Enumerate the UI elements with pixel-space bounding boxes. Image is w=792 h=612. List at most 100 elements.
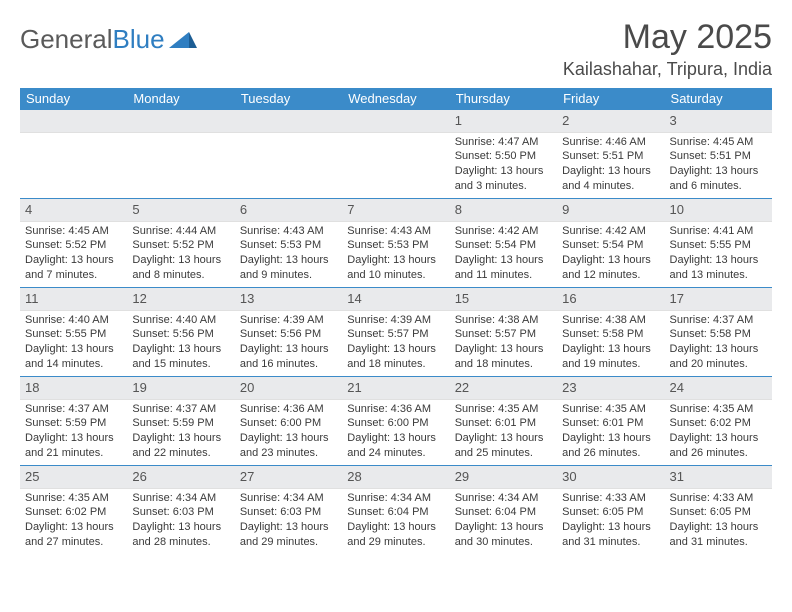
sunrise-text: Sunrise: 4:38 AM xyxy=(562,313,659,328)
calendar-day: 10Sunrise: 4:41 AMSunset: 5:55 PMDayligh… xyxy=(665,199,772,287)
sunset-text: Sunset: 5:52 PM xyxy=(25,238,122,253)
day-body: Sunrise: 4:43 AMSunset: 5:53 PMDaylight:… xyxy=(235,222,342,287)
day-number: 14 xyxy=(342,288,449,311)
day-number: 28 xyxy=(342,466,449,489)
calendar-day: 31Sunrise: 4:33 AMSunset: 6:05 PMDayligh… xyxy=(665,466,772,554)
sunset-text: Sunset: 5:58 PM xyxy=(670,327,767,342)
day-body: Sunrise: 4:33 AMSunset: 6:05 PMDaylight:… xyxy=(665,489,772,554)
daylight-text: Daylight: 13 hours and 15 minutes. xyxy=(132,342,229,372)
calendar-day xyxy=(342,110,449,198)
day-body: Sunrise: 4:41 AMSunset: 5:55 PMDaylight:… xyxy=(665,222,772,287)
sunrise-text: Sunrise: 4:34 AM xyxy=(347,491,444,506)
day-body: Sunrise: 4:42 AMSunset: 5:54 PMDaylight:… xyxy=(557,222,664,287)
daylight-text: Daylight: 13 hours and 14 minutes. xyxy=(25,342,122,372)
sunrise-text: Sunrise: 4:39 AM xyxy=(240,313,337,328)
day-number: 17 xyxy=(665,288,772,311)
day-body: Sunrise: 4:40 AMSunset: 5:55 PMDaylight:… xyxy=(20,311,127,376)
calendar-day: 7Sunrise: 4:43 AMSunset: 5:53 PMDaylight… xyxy=(342,199,449,287)
sunset-text: Sunset: 6:00 PM xyxy=(347,416,444,431)
calendar-day xyxy=(20,110,127,198)
daylight-text: Daylight: 13 hours and 23 minutes. xyxy=(240,431,337,461)
day-number: 22 xyxy=(450,377,557,400)
sunrise-text: Sunrise: 4:34 AM xyxy=(240,491,337,506)
day-number: 18 xyxy=(20,377,127,400)
weekday-header: Thursday xyxy=(450,88,557,109)
day-body: Sunrise: 4:34 AMSunset: 6:03 PMDaylight:… xyxy=(127,489,234,554)
day-number xyxy=(20,110,127,133)
calendar-day: 6Sunrise: 4:43 AMSunset: 5:53 PMDaylight… xyxy=(235,199,342,287)
sunrise-text: Sunrise: 4:40 AM xyxy=(132,313,229,328)
daylight-text: Daylight: 13 hours and 3 minutes. xyxy=(455,164,552,194)
sunset-text: Sunset: 5:56 PM xyxy=(240,327,337,342)
sunrise-text: Sunrise: 4:40 AM xyxy=(25,313,122,328)
sunrise-text: Sunrise: 4:35 AM xyxy=(670,402,767,417)
sunrise-text: Sunrise: 4:37 AM xyxy=(670,313,767,328)
day-number: 9 xyxy=(557,199,664,222)
daylight-text: Daylight: 13 hours and 18 minutes. xyxy=(455,342,552,372)
day-body: Sunrise: 4:38 AMSunset: 5:57 PMDaylight:… xyxy=(450,311,557,376)
sunrise-text: Sunrise: 4:35 AM xyxy=(562,402,659,417)
calendar-day: 30Sunrise: 4:33 AMSunset: 6:05 PMDayligh… xyxy=(557,466,664,554)
daylight-text: Daylight: 13 hours and 25 minutes. xyxy=(455,431,552,461)
logo-text-1: General xyxy=(20,24,113,55)
calendar-day: 8Sunrise: 4:42 AMSunset: 5:54 PMDaylight… xyxy=(450,199,557,287)
daylight-text: Daylight: 13 hours and 13 minutes. xyxy=(670,253,767,283)
sunset-text: Sunset: 6:04 PM xyxy=(455,505,552,520)
daylight-text: Daylight: 13 hours and 6 minutes. xyxy=(670,164,767,194)
calendar-day xyxy=(235,110,342,198)
day-number: 16 xyxy=(557,288,664,311)
sunset-text: Sunset: 5:53 PM xyxy=(240,238,337,253)
daylight-text: Daylight: 13 hours and 31 minutes. xyxy=(670,520,767,550)
sunrise-text: Sunrise: 4:43 AM xyxy=(347,224,444,239)
sunset-text: Sunset: 5:54 PM xyxy=(455,238,552,253)
sunrise-text: Sunrise: 4:45 AM xyxy=(670,135,767,150)
calendar-day: 15Sunrise: 4:38 AMSunset: 5:57 PMDayligh… xyxy=(450,288,557,376)
day-number: 21 xyxy=(342,377,449,400)
weekday-header: Wednesday xyxy=(342,88,449,109)
calendar-day: 5Sunrise: 4:44 AMSunset: 5:52 PMDaylight… xyxy=(127,199,234,287)
day-number: 19 xyxy=(127,377,234,400)
day-number: 30 xyxy=(557,466,664,489)
day-number: 2 xyxy=(557,110,664,133)
day-body: Sunrise: 4:42 AMSunset: 5:54 PMDaylight:… xyxy=(450,222,557,287)
sunset-text: Sunset: 5:51 PM xyxy=(562,149,659,164)
day-body: Sunrise: 4:46 AMSunset: 5:51 PMDaylight:… xyxy=(557,133,664,198)
day-body: Sunrise: 4:35 AMSunset: 6:01 PMDaylight:… xyxy=(557,400,664,465)
day-number: 5 xyxy=(127,199,234,222)
sunrise-text: Sunrise: 4:46 AM xyxy=(562,135,659,150)
sunset-text: Sunset: 6:05 PM xyxy=(562,505,659,520)
day-number xyxy=(235,110,342,133)
day-body: Sunrise: 4:44 AMSunset: 5:52 PMDaylight:… xyxy=(127,222,234,287)
daylight-text: Daylight: 13 hours and 18 minutes. xyxy=(347,342,444,372)
daylight-text: Daylight: 13 hours and 7 minutes. xyxy=(25,253,122,283)
daylight-text: Daylight: 13 hours and 10 minutes. xyxy=(347,253,444,283)
day-body: Sunrise: 4:34 AMSunset: 6:04 PMDaylight:… xyxy=(450,489,557,554)
day-number: 7 xyxy=(342,199,449,222)
day-number: 11 xyxy=(20,288,127,311)
day-number: 3 xyxy=(665,110,772,133)
day-body: Sunrise: 4:35 AMSunset: 6:02 PMDaylight:… xyxy=(20,489,127,554)
day-number: 27 xyxy=(235,466,342,489)
calendar-day: 13Sunrise: 4:39 AMSunset: 5:56 PMDayligh… xyxy=(235,288,342,376)
daylight-text: Daylight: 13 hours and 26 minutes. xyxy=(562,431,659,461)
calendar-day: 29Sunrise: 4:34 AMSunset: 6:04 PMDayligh… xyxy=(450,466,557,554)
sunrise-text: Sunrise: 4:44 AM xyxy=(132,224,229,239)
calendar-day: 4Sunrise: 4:45 AMSunset: 5:52 PMDaylight… xyxy=(20,199,127,287)
sunset-text: Sunset: 5:59 PM xyxy=(132,416,229,431)
calendar-day: 21Sunrise: 4:36 AMSunset: 6:00 PMDayligh… xyxy=(342,377,449,465)
sunset-text: Sunset: 6:03 PM xyxy=(132,505,229,520)
daylight-text: Daylight: 13 hours and 27 minutes. xyxy=(25,520,122,550)
logo-text-2: Blue xyxy=(113,24,165,55)
day-number xyxy=(127,110,234,133)
daylight-text: Daylight: 13 hours and 28 minutes. xyxy=(132,520,229,550)
sunrise-text: Sunrise: 4:47 AM xyxy=(455,135,552,150)
sunrise-text: Sunrise: 4:33 AM xyxy=(670,491,767,506)
calendar-day: 1Sunrise: 4:47 AMSunset: 5:50 PMDaylight… xyxy=(450,110,557,198)
daylight-text: Daylight: 13 hours and 19 minutes. xyxy=(562,342,659,372)
calendar: SundayMondayTuesdayWednesdayThursdayFrid… xyxy=(20,88,772,554)
weekday-header: Saturday xyxy=(665,88,772,109)
sunrise-text: Sunrise: 4:33 AM xyxy=(562,491,659,506)
calendar-day: 22Sunrise: 4:35 AMSunset: 6:01 PMDayligh… xyxy=(450,377,557,465)
day-body: Sunrise: 4:39 AMSunset: 5:56 PMDaylight:… xyxy=(235,311,342,376)
calendar-day: 16Sunrise: 4:38 AMSunset: 5:58 PMDayligh… xyxy=(557,288,664,376)
